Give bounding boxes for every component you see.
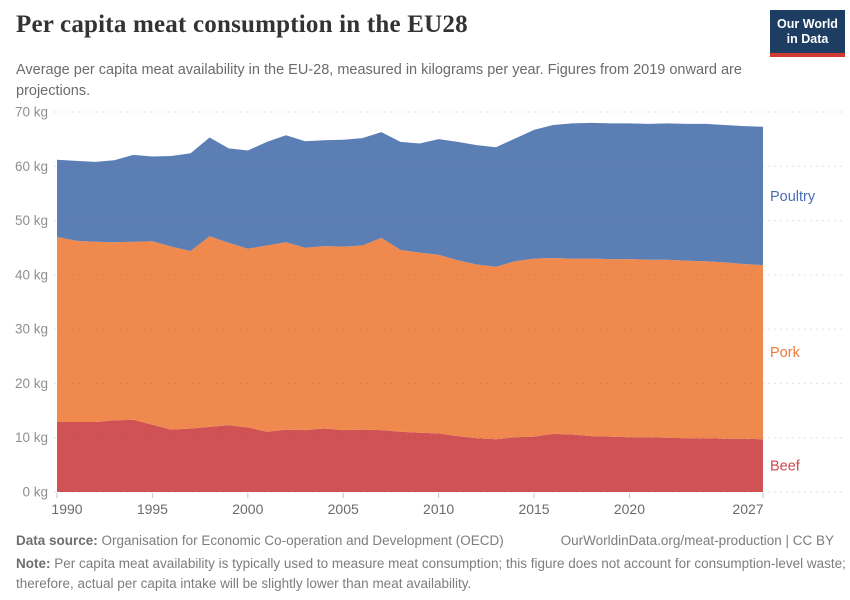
owid-logo[interactable]: Our World in Data [770, 10, 845, 57]
y-axis-tick-label: 50 kg [15, 213, 48, 228]
data-source-text: Organisation for Economic Co-operation a… [97, 533, 504, 548]
series-label-beef: Beef [770, 459, 801, 475]
area-poultry[interactable] [57, 122, 763, 267]
x-axis-tick-label: 2027 [732, 501, 763, 517]
series-label-poultry: Poultry [770, 189, 816, 205]
area-pork[interactable] [57, 236, 763, 440]
y-axis-tick-label: 70 kg [15, 105, 48, 120]
x-axis-tick-label: 2005 [328, 501, 359, 517]
y-axis-tick-label: 40 kg [15, 267, 48, 282]
data-source-label: Data source: [16, 533, 98, 548]
y-axis-tick-label: 0 kg [22, 485, 48, 500]
data-source: Data source: Organisation for Economic C… [16, 533, 504, 548]
note-text: Per capita meat availability is typicall… [16, 556, 846, 591]
owid-logo-line2: in Data [786, 31, 829, 46]
x-axis-tick-label: 2015 [518, 501, 549, 517]
x-axis-tick-label: 2010 [423, 501, 454, 517]
x-axis-tick-label: 2020 [614, 501, 645, 517]
y-axis-tick-label: 10 kg [15, 430, 48, 445]
page-title: Per capita meat consumption in the EU28 [16, 11, 468, 38]
meat-area-chart: 0 kg 10 kg 20 kg 30 kg 40 kg 50 kg 60 kg 70 kg 1… [15, 105, 844, 517]
chart-subtitle: Average per capita meat availability in … [16, 62, 742, 99]
owid-logo-box: Our World in Data [770, 10, 845, 53]
y-axis-tick-label: 30 kg [15, 322, 48, 337]
x-axis-tick-label: 1995 [137, 501, 168, 517]
owid-logo-red-bar [770, 53, 845, 57]
area-beef[interactable] [57, 419, 763, 492]
x-axis-tick-label: 1990 [51, 501, 82, 517]
owid-citation-link[interactable]: OurWorldinData.org/meat-production | CC … [560, 533, 834, 548]
note-label: Note: [16, 556, 51, 571]
x-axis-tick-label: 2000 [232, 501, 263, 517]
y-axis-tick-label: 20 kg [15, 376, 48, 391]
owid-logo-line1: Our World [777, 16, 838, 31]
chart-footer: Data source: Organisation for Economic C… [16, 533, 834, 548]
y-axis-tick-label: 60 kg [15, 159, 48, 174]
chart-note: Note: Per capita meat availability is ty… [16, 554, 846, 594]
series-label-pork: Pork [770, 345, 801, 361]
